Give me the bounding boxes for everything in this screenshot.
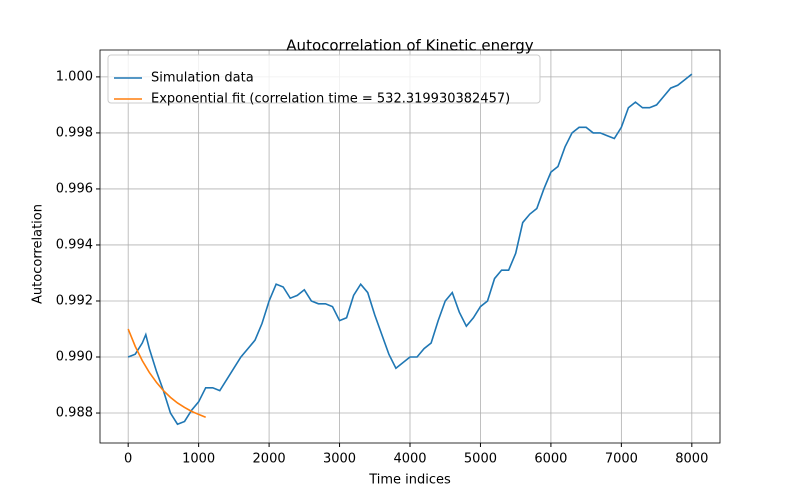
y-tick-label: 0.990	[56, 350, 93, 365]
data-line	[127, 328, 206, 418]
plot-frame	[99, 49, 721, 444]
y-tick-label: 0.992	[56, 293, 93, 308]
data-line	[127, 73, 693, 426]
x-tick-label: 4000	[393, 452, 426, 467]
legend-label: Exponential fit (correlation time = 532.…	[151, 92, 510, 107]
y-tick-label: 0.998	[56, 125, 93, 140]
x-tick-label: 3000	[323, 452, 356, 467]
x-tick-label: 2000	[253, 452, 286, 467]
x-tick-label: 6000	[534, 452, 567, 467]
legend-label: Simulation data	[151, 71, 254, 86]
y-axis-label: Autocorrelation	[31, 204, 46, 304]
x-tick-label: 0	[124, 452, 132, 467]
y-tick-label: 0.996	[56, 181, 93, 196]
legend-box	[107, 54, 541, 104]
x-tick-label: 5000	[464, 452, 497, 467]
x-tick-label: 1000	[182, 452, 215, 467]
y-tick-label: 0.994	[56, 237, 93, 252]
x-tick-label: 7000	[605, 452, 638, 467]
y-tick-label: 0.988	[56, 406, 93, 421]
x-tick-label: 8000	[675, 452, 708, 467]
y-tick-label: 1.000	[56, 69, 93, 84]
x-axis-label: Time indices	[368, 473, 451, 488]
